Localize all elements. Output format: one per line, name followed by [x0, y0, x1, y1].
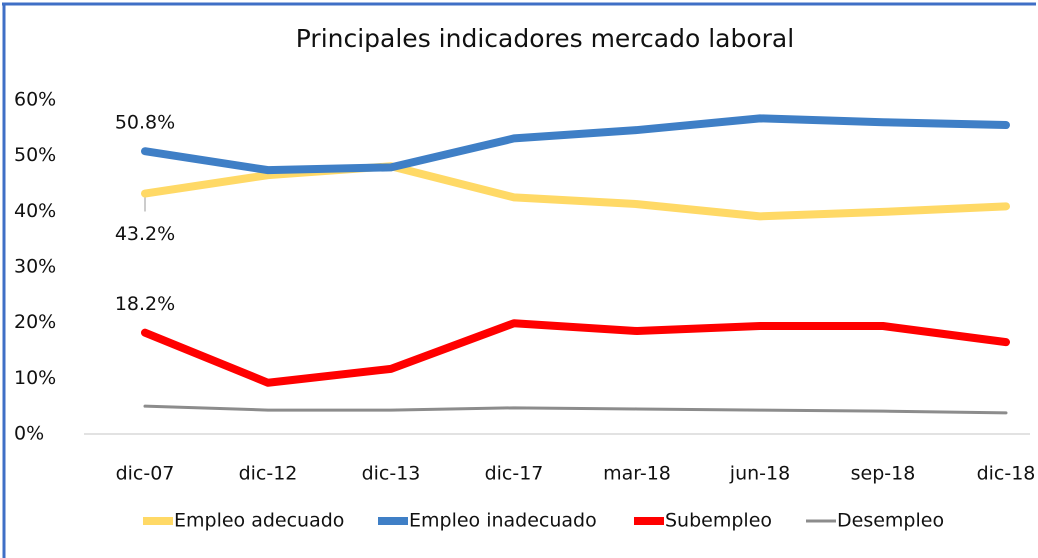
- legend-label: Empleo adecuado: [174, 510, 344, 532]
- y-tick-label: 0%: [14, 423, 44, 445]
- legend-label: Subempleo: [665, 510, 772, 532]
- x-tick-label: mar-18: [603, 463, 671, 485]
- data-label: 18.2%: [115, 293, 175, 315]
- x-tick-label: dic-13: [362, 463, 421, 485]
- series-line: [141, 114, 1010, 175]
- series-line: [141, 319, 1010, 387]
- y-tick-label: 10%: [14, 367, 56, 389]
- y-tick-label: 60%: [14, 89, 56, 111]
- x-tick-label: dic-17: [485, 463, 544, 485]
- data-label: 50.8%: [115, 112, 175, 134]
- legend-label: Desempleo: [837, 510, 944, 532]
- chart-title: Principales indicadores mercado laboral: [296, 24, 794, 53]
- x-tick-label: dic-18: [977, 463, 1036, 485]
- legend-label: Empleo inadecuado: [409, 510, 597, 532]
- data-label: 43.2%: [115, 223, 175, 245]
- x-tick-label: jun-18: [729, 463, 790, 485]
- y-tick-label: 40%: [14, 200, 56, 222]
- x-tick-label: sep-18: [851, 463, 916, 485]
- x-tick-label: dic-07: [116, 463, 175, 485]
- y-tick-label: 20%: [14, 311, 56, 333]
- x-tick-label: dic-12: [239, 463, 298, 485]
- series-line: [143, 404, 1008, 415]
- y-tick-label: 30%: [14, 256, 56, 278]
- y-tick-label: 50%: [14, 144, 56, 166]
